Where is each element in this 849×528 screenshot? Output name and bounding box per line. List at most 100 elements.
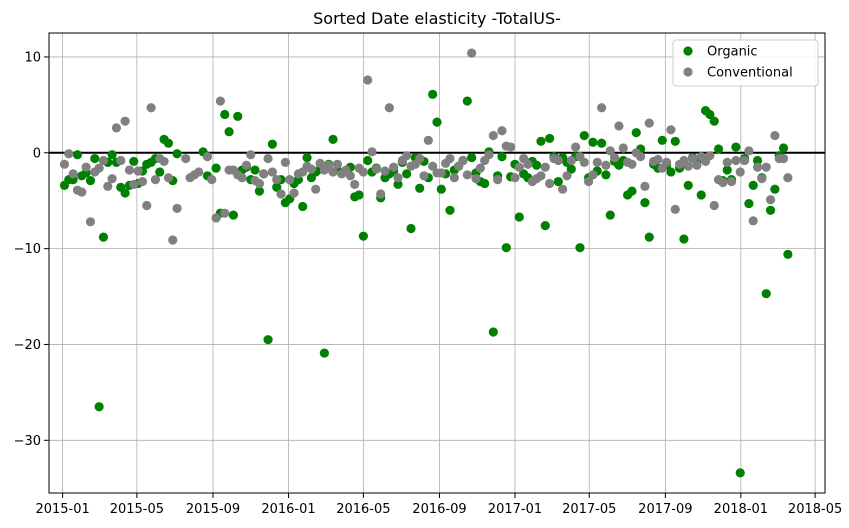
point-organic [436,184,446,194]
point-conventional [436,168,446,178]
point-organic [588,137,598,147]
point-conventional [683,161,693,171]
point-conventional [497,126,507,136]
point-organic [731,142,741,152]
point-organic [640,198,650,208]
y-tick-label: 0 [33,146,41,161]
point-conventional [428,161,438,171]
point-conventional [220,208,230,218]
point-organic [233,111,243,121]
x-tick-label: 2016-05 [336,502,390,517]
point-organic [250,165,260,175]
point-conventional [471,174,481,184]
point-organic [354,190,364,200]
point-conventional [129,179,139,190]
point-conventional [194,167,204,177]
point-conventional [783,173,793,183]
legend-box [672,39,819,87]
point-conventional [718,177,728,188]
point-conventional [566,155,576,166]
point-organic [679,234,689,244]
point-conventional [640,181,650,191]
point-conventional [644,118,654,128]
point-conventional [588,170,598,180]
point-organic [319,348,329,358]
point-conventional [415,153,425,164]
point-conventional [752,162,763,172]
point-conventional [168,235,178,245]
point-organic [211,163,221,173]
point-conventional [389,162,399,172]
point-conventional [506,142,516,152]
x-tick-label: 2017-09 [638,502,692,517]
point-conventional [332,159,342,169]
point-organic [445,205,455,215]
point-conventional [462,170,472,180]
point-conventional [85,217,96,227]
point-conventional [163,173,174,183]
point-organic [163,138,174,148]
point-conventional [276,189,286,199]
point-organic [358,231,368,241]
point-organic [228,210,239,220]
point-conventional [757,174,767,184]
point-conventional [311,184,321,194]
point-organic [627,186,637,196]
point-organic [683,180,693,190]
point-conventional [107,174,117,184]
series-organic [59,89,793,478]
point-conventional [137,176,148,187]
point-conventional [605,146,615,156]
point-conventional [692,160,702,170]
point-conventional [540,162,550,172]
point-organic [644,232,654,242]
point-conventional [739,155,750,166]
point-organic [761,289,771,299]
point-conventional [328,167,338,177]
point-conventional [475,163,485,173]
point-conventional [246,150,256,160]
point-conventional [458,155,468,166]
point-conventional [523,159,533,169]
point-organic [406,223,416,234]
point-conventional [726,176,737,187]
point-conventional [207,175,217,185]
point-organic [363,155,373,166]
point-organic [155,167,165,177]
point-conventional [601,160,611,170]
point-conventional [181,153,191,164]
x-tick-label: 2017-01 [488,502,542,517]
point-organic [705,109,715,120]
point-conventional [748,216,758,226]
point-conventional [584,176,594,187]
plot-frame [48,32,826,494]
point-conventional [133,166,143,176]
point-conventional [267,167,277,177]
point-organic [752,155,763,166]
point-conventional [64,149,74,159]
point-conventional [510,173,520,183]
point-conventional [627,159,637,169]
point-organic [267,139,277,149]
point-conventional [81,162,91,172]
point-organic [488,327,498,337]
point-organic [765,205,776,215]
point-organic [432,117,442,127]
point-organic [735,468,745,478]
y-tick-label: 10 [24,50,41,65]
point-organic [90,153,100,164]
point-organic [467,152,477,163]
point-organic [696,190,706,200]
point-conventional [350,179,360,190]
legend-label-conventional: Conventional [707,66,793,81]
point-conventional [306,164,316,174]
point-conventional [384,103,394,113]
point-conventional [103,181,113,191]
x-tick-label: 2015-09 [186,502,240,517]
point-conventional [272,175,282,185]
point-organic [254,186,264,196]
point-conventional [445,153,455,164]
point-conventional [635,152,646,162]
point-conventional [597,103,607,113]
